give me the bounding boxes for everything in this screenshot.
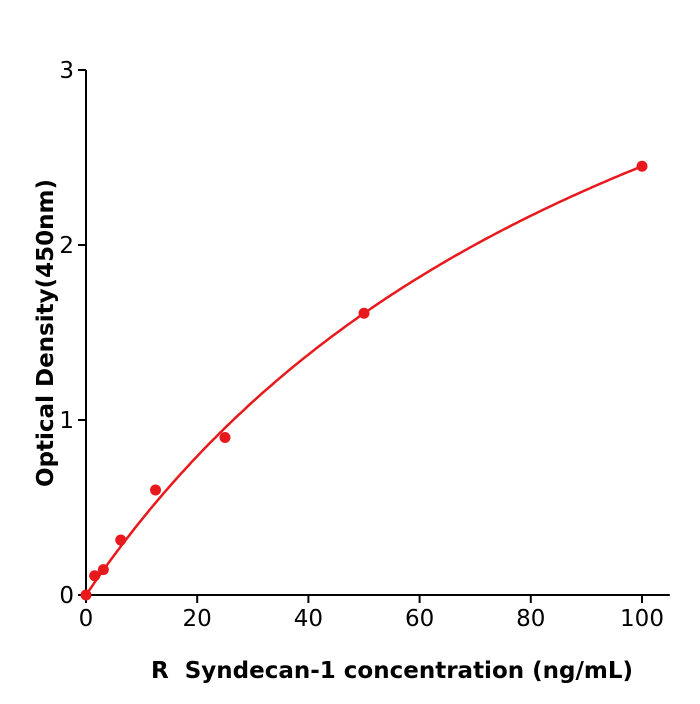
axes: 0 20 40 60 80 100 0 1 2 3 xyxy=(59,58,670,632)
fit-curve xyxy=(84,165,643,596)
data-point xyxy=(80,589,92,601)
x-tick-label: 40 xyxy=(294,606,323,632)
x-tick-label: 60 xyxy=(405,606,434,632)
y-tick-label: 1 xyxy=(59,408,74,434)
data-points xyxy=(80,160,648,601)
x-tick-label: 0 xyxy=(79,606,94,632)
x-tick-label: 80 xyxy=(516,606,545,632)
y-tick-label: 0 xyxy=(59,583,74,609)
data-point xyxy=(115,534,127,546)
x-tick-label: 20 xyxy=(183,606,212,632)
y-tick-label: 3 xyxy=(59,58,74,84)
x-axis-label: R Syndecan-1 concentration (ng/mL) xyxy=(151,658,633,684)
data-point xyxy=(636,160,648,172)
data-point xyxy=(150,484,161,496)
data-point xyxy=(97,564,109,576)
data-point xyxy=(219,432,231,443)
data-point xyxy=(358,307,370,319)
x-tick-label: 100 xyxy=(620,606,664,632)
y-tick-label: 2 xyxy=(59,233,74,259)
y-axis-label: Optical Density(450nm) xyxy=(33,179,59,487)
data-point xyxy=(89,570,101,582)
